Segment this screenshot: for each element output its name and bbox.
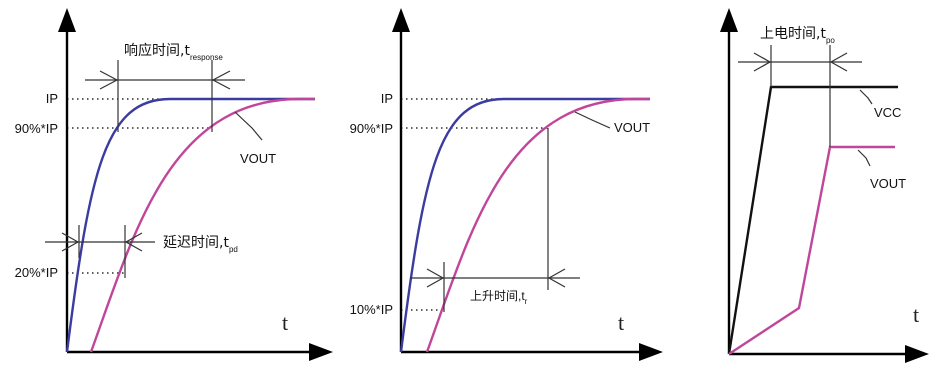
panel-power-on: 上电时间,tpo VCC VOUT t [720, 8, 929, 363]
rise-left-arrow [426, 268, 445, 288]
poweron-left-arrow [753, 52, 772, 72]
vout-label: VOUT [870, 176, 906, 191]
p10-label: 10%*IP [350, 302, 393, 317]
time-axis-label: t [913, 302, 919, 327]
time-axis-label: t [618, 310, 624, 335]
response-left-arrow [99, 70, 119, 90]
vcc-leader-line [859, 89, 873, 105]
delay-caption: 延迟时间,tpd [163, 235, 238, 254]
y-axis-arrow [392, 8, 410, 32]
ip-label: IP [381, 91, 393, 106]
y-axis-arrow [720, 8, 738, 32]
poweron-right-arrow [829, 52, 848, 72]
vcc-curve [727, 85, 898, 355]
vout-curve [425, 97, 650, 353]
panel-response-delay: IP 90%*IP 20%*IP 响应时间,tresponse 延迟时间,tpd… [15, 8, 333, 361]
vout-label: VOUT [614, 120, 650, 135]
p90-label: 90%*IP [15, 121, 58, 136]
p90-label: 90%*IP [350, 121, 393, 136]
rise-right-arrow [547, 268, 566, 288]
ip-label: IP [46, 91, 58, 106]
vout-leader-line [574, 111, 611, 129]
vout-curve [89, 97, 315, 353]
vout-curve [728, 145, 895, 356]
vout-leader-line [234, 111, 263, 141]
panel-rise-time: IP 90%*IP 10%*IP 上升时间,tr VOUT t [350, 8, 663, 361]
input-curve [399, 97, 650, 353]
p20-label: 20%*IP [15, 265, 58, 280]
input-curve [65, 97, 315, 353]
y-axis-arrow [58, 8, 76, 32]
x-axis-arrow [639, 343, 663, 361]
rise-caption: 上升时间,tr [470, 289, 528, 306]
poweron-caption: 上电时间,tpo [760, 26, 835, 45]
delay-right-arrow [124, 232, 143, 252]
vout-leader-line [857, 149, 871, 167]
x-axis-arrow [905, 345, 929, 363]
response-caption: 响应时间,tresponse [124, 42, 223, 62]
response-right-arrow [211, 70, 231, 90]
x-axis-arrow [309, 343, 333, 361]
vcc-label: VCC [874, 105, 901, 120]
delay-left-arrow [61, 232, 80, 252]
time-axis-label: t [282, 310, 288, 335]
vout-label: VOUT [240, 151, 276, 166]
